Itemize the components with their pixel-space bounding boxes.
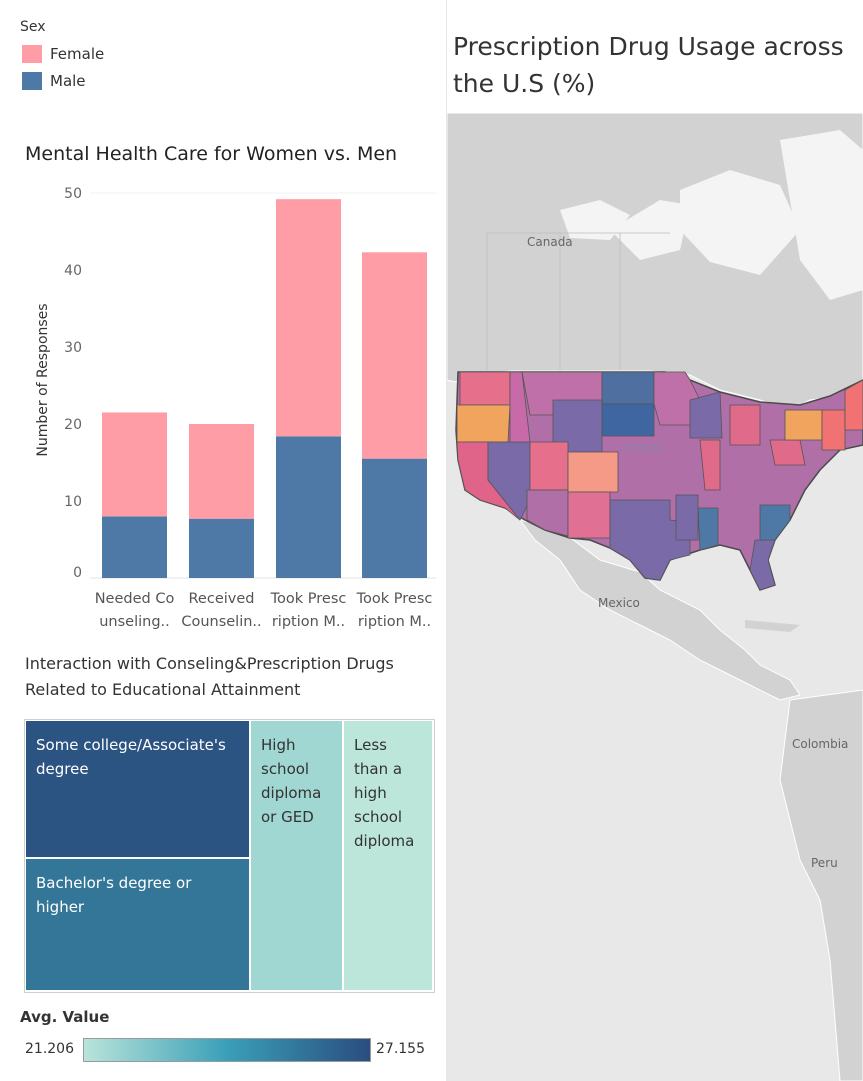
x-tick-label: Counselin..	[181, 614, 261, 630]
x-tick-label: Needed Co	[95, 591, 175, 607]
bar-chart: Number of Responses 0 10 20 30 40 50 Needed C…	[35, 186, 436, 630]
treemap-tile-bachelors[interactable]: Bachelor's degree or higher	[25, 858, 250, 991]
x-tick-label: Received	[189, 591, 255, 607]
bar-male-2[interactable]	[189, 518, 254, 578]
y-tick-label: 10	[64, 494, 82, 510]
bar-female-2[interactable]	[189, 424, 254, 519]
map-label-peru: Peru	[811, 856, 838, 870]
legend-label-male: Male	[50, 72, 86, 90]
panel-divider	[446, 0, 447, 1081]
map-label-canada: Canada	[527, 235, 573, 249]
treemap-tile-high-school[interactable]: High school diploma or GED	[250, 720, 343, 991]
y-tick-label: 50	[64, 186, 82, 202]
state-arizona[interactable]	[526, 489, 569, 537]
map-label-mexico: Mexico	[598, 596, 640, 610]
legend-label-female: Female	[50, 45, 105, 63]
legend-title: Sex	[20, 19, 46, 35]
arctic-island	[680, 170, 800, 275]
treemap-tile-some-college[interactable]: Some college/Associate's degree	[25, 720, 250, 858]
state-texas[interactable]	[609, 499, 691, 581]
y-tick-label: 20	[64, 417, 82, 433]
bar-female-3[interactable]	[276, 199, 341, 437]
x-tick-label: unseling..	[99, 614, 170, 630]
bar-male-3[interactable]	[276, 436, 341, 578]
color-legend-min: 21.206	[25, 1041, 74, 1057]
state-mississippi[interactable]	[697, 507, 719, 551]
bar-female-4[interactable]	[362, 252, 427, 459]
map-label-united-states: United States	[618, 441, 664, 455]
bar-male-1[interactable]	[102, 516, 167, 578]
map-title: Prescription Drug Usage across the U.S (…	[453, 32, 844, 98]
state-arkansas[interactable]	[675, 494, 699, 541]
y-tick-label: 30	[64, 340, 82, 356]
state-colorado[interactable]	[567, 451, 619, 493]
y-axis-label: Number of Responses	[35, 303, 51, 456]
state-south-carolina[interactable]	[759, 504, 791, 541]
south-america-landmass	[779, 689, 863, 1081]
state-wisconsin[interactable]	[689, 391, 723, 439]
treemap-title: Interaction with Conseling&Prescription …	[25, 654, 394, 699]
legend-swatch-male	[22, 72, 42, 90]
state-north-dakota[interactable]	[601, 371, 655, 405]
state-michigan[interactable]	[729, 404, 761, 446]
legend-swatch-female	[22, 45, 42, 63]
color-legend-max: 27.155	[376, 1041, 425, 1057]
treemap-tile-less-than-high-school[interactable]: Less than a high school diploma	[343, 720, 433, 991]
state-new-york[interactable]	[784, 409, 823, 441]
bar-chart-title: Mental Health Care for Women vs. Men	[25, 143, 398, 165]
state-illinois[interactable]	[699, 439, 721, 491]
bar-female-1[interactable]	[102, 412, 167, 517]
state-utah[interactable]	[529, 441, 569, 491]
state-maine[interactable]	[844, 379, 863, 431]
x-tick-label: ription M..	[358, 614, 431, 630]
hudson-bay	[610, 200, 690, 260]
state-south-dakota[interactable]	[601, 403, 655, 437]
cuba	[745, 620, 800, 632]
greenland	[780, 130, 863, 300]
legend-item-male[interactable]: Male	[22, 72, 86, 90]
state-oregon[interactable]	[456, 404, 511, 443]
map-label-colombia: Colombia	[792, 737, 848, 751]
x-tick-label: ription M..	[272, 614, 345, 630]
us-map[interactable]: Canada Mexico Colombia Peru United State…	[447, 113, 863, 1081]
state-washington[interactable]	[459, 371, 511, 406]
color-legend-gradient	[83, 1038, 371, 1062]
y-tick-label: 0	[73, 565, 82, 581]
x-tick-label: Took Presc	[270, 591, 347, 607]
state-pennsylvania[interactable]	[769, 439, 806, 466]
color-legend-title: Avg. Value	[20, 1008, 110, 1026]
x-tick-label: Took Presc	[356, 591, 433, 607]
state-new-england[interactable]	[821, 409, 846, 451]
treemap: Some college/Associate's degree Bachelor…	[24, 719, 435, 993]
legend-item-female[interactable]: Female	[22, 45, 104, 63]
state-new-mexico[interactable]	[567, 491, 611, 539]
y-tick-label: 40	[64, 263, 82, 279]
bar-male-4[interactable]	[362, 458, 427, 578]
